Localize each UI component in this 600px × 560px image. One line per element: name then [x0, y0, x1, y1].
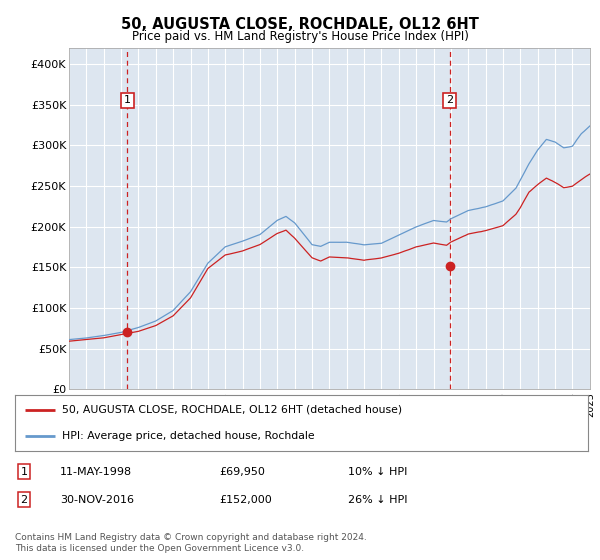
Text: 2: 2	[446, 95, 453, 105]
Text: £69,950: £69,950	[219, 466, 265, 477]
Text: 1: 1	[20, 466, 28, 477]
Text: Contains HM Land Registry data © Crown copyright and database right 2024.
This d: Contains HM Land Registry data © Crown c…	[15, 533, 367, 553]
Text: £152,000: £152,000	[219, 494, 272, 505]
Text: 11-MAY-1998: 11-MAY-1998	[60, 466, 132, 477]
Text: 10% ↓ HPI: 10% ↓ HPI	[348, 466, 407, 477]
Text: 2: 2	[20, 494, 28, 505]
Text: 50, AUGUSTA CLOSE, ROCHDALE, OL12 6HT: 50, AUGUSTA CLOSE, ROCHDALE, OL12 6HT	[121, 17, 479, 32]
Text: 26% ↓ HPI: 26% ↓ HPI	[348, 494, 407, 505]
Text: HPI: Average price, detached house, Rochdale: HPI: Average price, detached house, Roch…	[62, 431, 314, 441]
Text: 30-NOV-2016: 30-NOV-2016	[60, 494, 134, 505]
Text: Price paid vs. HM Land Registry's House Price Index (HPI): Price paid vs. HM Land Registry's House …	[131, 30, 469, 43]
Text: 1: 1	[124, 95, 131, 105]
Text: 50, AUGUSTA CLOSE, ROCHDALE, OL12 6HT (detached house): 50, AUGUSTA CLOSE, ROCHDALE, OL12 6HT (d…	[62, 405, 402, 415]
